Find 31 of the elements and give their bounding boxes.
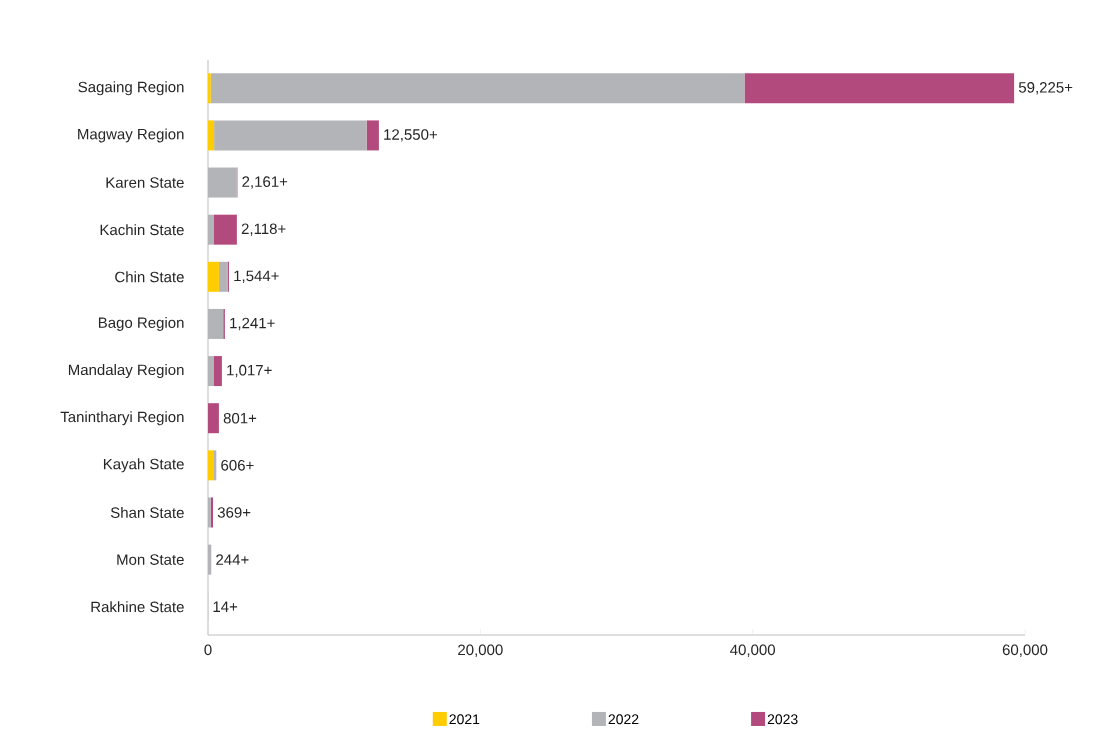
y-tick-label: Mon State bbox=[117, 554, 184, 565]
x-tick-label: 0 bbox=[204, 644, 212, 656]
x-tick-label: 60,000 bbox=[1002, 644, 1048, 657]
y-tick-label: Kayah State bbox=[103, 458, 184, 473]
total-label: 606+ bbox=[221, 460, 254, 471]
total-label: 12,550+ bbox=[384, 129, 437, 142]
total-label: 2,161+ bbox=[242, 176, 288, 189]
total-label: 1,017+ bbox=[227, 364, 272, 378]
y-tick-label: Magway Region bbox=[78, 128, 184, 143]
total-label: 1,544+ bbox=[234, 270, 279, 283]
total-label: 14+ bbox=[213, 601, 238, 612]
y-tick-label: Tanintharyi Region bbox=[60, 411, 184, 426]
legend-label: 2022 bbox=[608, 714, 639, 725]
total-label: 59,225+ bbox=[1018, 82, 1073, 95]
legend-label: 2021 bbox=[449, 714, 480, 725]
y-tick-label: Karen State bbox=[106, 177, 184, 188]
y-tick-label: Sagaing Region bbox=[78, 81, 184, 96]
y-tick-label: Shan State bbox=[110, 506, 184, 518]
total-label: 1,241+ bbox=[230, 317, 275, 331]
y-tick-label: Mandalay Region bbox=[68, 364, 184, 379]
y-tick-label: Kachin State bbox=[100, 224, 184, 236]
legend-label: 2023 bbox=[767, 714, 798, 725]
y-tick-label: Chin State bbox=[115, 271, 184, 283]
total-label: 244+ bbox=[216, 554, 249, 565]
y-tick-label: Rakhine State bbox=[91, 601, 184, 613]
x-tick-label: 20,000 bbox=[458, 644, 503, 657]
x-tick-label: 40,000 bbox=[730, 644, 776, 657]
total-label: 2,118+ bbox=[241, 223, 286, 236]
total-label: 801+ bbox=[223, 412, 257, 424]
y-tick-label: Bago Region bbox=[98, 316, 184, 331]
total-label: 369+ bbox=[217, 507, 251, 518]
